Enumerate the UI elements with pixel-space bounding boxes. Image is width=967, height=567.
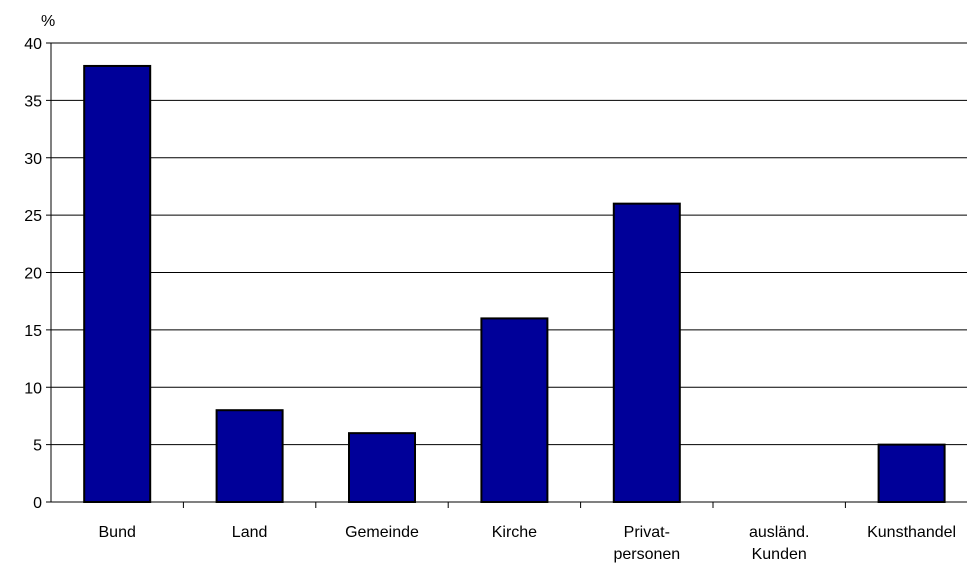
x-category-label-line: Kirche bbox=[492, 524, 537, 541]
x-category-label: Kirche bbox=[492, 524, 537, 541]
x-category-label: Land bbox=[232, 524, 268, 541]
labels: % 0 5 10 15 20 25 30 35 40 Bund Land Gemeinde Kirche… bbox=[24, 13, 956, 563]
y-tick-label: 30 bbox=[24, 151, 42, 168]
x-category-label-line: Kunden bbox=[752, 546, 807, 563]
x-category-label-line: ausländ. bbox=[749, 524, 810, 541]
y-axis-unit-label: % bbox=[41, 13, 55, 30]
y-tick-label: 40 bbox=[24, 36, 42, 53]
bars bbox=[83, 64, 946, 504]
bar bbox=[348, 432, 416, 503]
y-tick-label: 10 bbox=[24, 380, 42, 397]
y-tick-label: 5 bbox=[33, 438, 42, 455]
x-category-label-line: Kunsthandel bbox=[867, 524, 956, 541]
bar bbox=[215, 409, 284, 504]
bar bbox=[480, 317, 549, 503]
x-category-label-line: Bund bbox=[99, 524, 136, 541]
y-tick-label: 20 bbox=[24, 266, 42, 283]
bar bbox=[612, 202, 681, 503]
bar bbox=[83, 64, 152, 503]
x-category-label-line: personen bbox=[613, 546, 680, 563]
x-category-label-line: Land bbox=[232, 524, 268, 541]
x-category-label: Gemeinde bbox=[345, 524, 419, 541]
y-tick-label: 35 bbox=[24, 93, 42, 110]
y-tick-label: 15 bbox=[24, 323, 42, 340]
x-category-label: ausländ. Kunden bbox=[749, 524, 810, 563]
axes bbox=[46, 42, 967, 508]
x-category-label: Bund bbox=[99, 524, 136, 541]
x-category-label-line: Privat- bbox=[624, 524, 670, 541]
bar bbox=[877, 443, 946, 503]
y-tick-label: 0 bbox=[33, 495, 42, 512]
y-tick-label: 25 bbox=[24, 208, 42, 225]
x-category-label: Kunsthandel bbox=[867, 524, 956, 541]
x-category-label: Privat-personen bbox=[613, 524, 680, 563]
x-category-label-line: Gemeinde bbox=[345, 524, 419, 541]
